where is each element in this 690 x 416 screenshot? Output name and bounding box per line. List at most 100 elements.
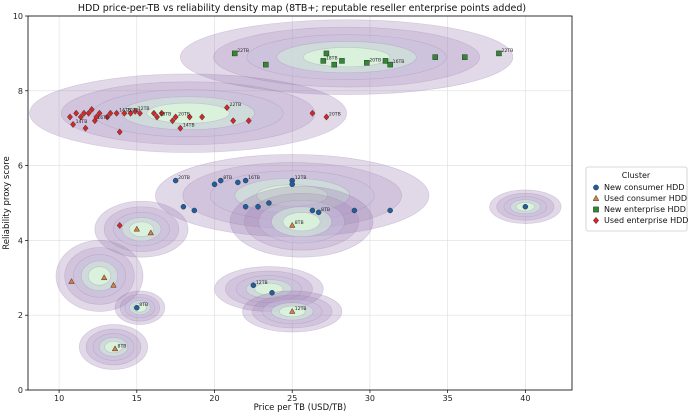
point-used-enterprise-hdd-22 xyxy=(169,117,176,125)
point-used-enterprise-hdd-28 xyxy=(230,117,237,125)
point-new-consumer-hdd-9 xyxy=(266,200,272,206)
point-new-consumer-hdd-6 xyxy=(242,177,249,184)
point-used-enterprise-hdd-31 xyxy=(323,113,330,121)
point-label-new-enterprise-hdd-2: 18TB xyxy=(326,55,338,61)
point-used-enterprise-hdd-12 xyxy=(107,109,114,117)
point-new-consumer-hdd-7 xyxy=(242,203,249,210)
point-label-new-consumer-hdd-16: 12TB xyxy=(256,280,268,286)
point-label-new-enterprise-hdd-8: 16TB xyxy=(393,59,405,65)
point-used-consumer-hdd-2 xyxy=(110,281,117,288)
x-tick-label-5: 35 xyxy=(443,394,453,403)
point-used-enterprise-hdd-13 xyxy=(113,109,120,117)
y-tick-label-5: 10 xyxy=(13,12,23,21)
point-used-enterprise-hdd-21 xyxy=(158,109,165,117)
data-points xyxy=(67,50,529,352)
point-new-enterprise-hdd-8 xyxy=(387,61,393,68)
density-region-1 xyxy=(29,73,347,153)
point-label-used-consumer-hdd-7: 8TB xyxy=(295,220,304,226)
density-contour-8-4 xyxy=(104,340,123,354)
point-labels: 20TB 8TB 16TB 12TB 8TB 12TB 8TB 8TB 12TB 8TB 22TB 1… xyxy=(76,48,514,349)
point-used-consumer-hdd-7 xyxy=(289,221,296,228)
density-contour-0-4 xyxy=(303,47,391,68)
point-new-consumer-hdd-4 xyxy=(217,177,224,184)
legend-box xyxy=(585,166,688,232)
y-tick-label-2: 4 xyxy=(18,236,23,245)
legend-entry-3: Used enterprise HDD xyxy=(604,216,688,225)
density-region-9 xyxy=(214,266,324,312)
legend-marker-3 xyxy=(592,216,600,225)
point-new-consumer-hdd-19 xyxy=(522,203,529,210)
point-new-enterprise-hdd-3 xyxy=(323,50,330,57)
point-used-enterprise-hdd-20 xyxy=(154,113,160,121)
legend: Cluster New consumer HDD Used consumer HD… xyxy=(585,166,688,232)
point-used-enterprise-hdd-3 xyxy=(77,113,84,121)
point-new-consumer-hdd-14 xyxy=(351,207,358,214)
point-new-consumer-hdd-2 xyxy=(191,207,198,214)
density-region-5 xyxy=(55,240,144,312)
point-label-used-consumer-hdd-6: 12TB xyxy=(295,306,307,312)
point-new-enterprise-hdd-7 xyxy=(382,58,389,64)
point-new-consumer-hdd-15 xyxy=(387,207,393,214)
point-new-consumer-hdd-16 xyxy=(250,282,257,289)
point-label-new-enterprise-hdd-6: 20TB xyxy=(369,57,381,63)
point-used-enterprise-hdd-30 xyxy=(309,109,316,117)
point-new-enterprise-hdd-10 xyxy=(462,54,468,60)
y-tick-label-1: 2 xyxy=(18,311,23,320)
density-regions xyxy=(29,19,562,370)
legend-entry-2: New enterprise HDD xyxy=(604,205,686,214)
point-used-enterprise-hdd-25 xyxy=(186,113,193,121)
point-new-enterprise-hdd-11 xyxy=(496,50,502,57)
point-used-enterprise-hdd-16 xyxy=(127,109,134,117)
point-used-enterprise-hdd-18 xyxy=(136,109,143,117)
point-label-new-enterprise-hdd-0: 22TB xyxy=(237,48,249,54)
point-new-consumer-hdd-8 xyxy=(255,203,261,210)
point-new-enterprise-hdd-5 xyxy=(339,58,345,64)
point-used-enterprise-hdd-2 xyxy=(73,109,80,117)
legend-entry-0: New consumer HDD xyxy=(604,183,684,192)
point-label-new-consumer-hdd-13: 8TB xyxy=(321,207,330,213)
point-used-enterprise-hdd-26 xyxy=(199,113,206,121)
point-used-consumer-hdd-4 xyxy=(147,229,154,236)
y-tick-label-0: 0 xyxy=(18,386,23,395)
point-new-enterprise-hdd-1 xyxy=(263,61,269,68)
point-new-consumer-hdd-11 xyxy=(289,181,295,188)
point-new-enterprise-hdd-6 xyxy=(364,60,370,66)
x-tick-label-3: 25 xyxy=(287,394,297,403)
y-axis-label: Reliability proxy score xyxy=(2,156,12,249)
x-tick-label-1: 15 xyxy=(132,394,142,403)
density-region-6 xyxy=(94,200,189,258)
point-new-consumer-hdd-5 xyxy=(235,179,241,186)
point-label-new-consumer-hdd-10: 12TB xyxy=(295,175,307,181)
point-new-consumer-hdd-0 xyxy=(172,177,179,184)
point-used-enterprise-hdd-24 xyxy=(177,124,184,132)
point-used-enterprise-hdd-27 xyxy=(223,104,230,112)
point-label-used-enterprise-hdd-23: 20TB xyxy=(178,111,190,117)
point-label-new-consumer-hdd-6: 16TB xyxy=(248,175,260,181)
point-used-enterprise-hdd-23 xyxy=(172,113,179,121)
point-label-used-enterprise-hdd-13: 14TB xyxy=(119,108,131,114)
point-used-enterprise-hdd-32 xyxy=(116,221,123,229)
density-region-8 xyxy=(78,324,148,370)
point-label-used-enterprise-hdd-17: 12TB xyxy=(138,106,150,112)
point-new-consumer-hdd-18 xyxy=(134,304,140,311)
point-used-enterprise-hdd-1 xyxy=(70,120,77,128)
point-used-enterprise-hdd-10 xyxy=(96,109,103,117)
x-tick-label-0: 10 xyxy=(54,394,64,403)
point-used-enterprise-hdd-4 xyxy=(81,109,87,117)
plot-frame xyxy=(27,15,573,391)
point-used-consumer-hdd-0 xyxy=(68,278,75,284)
density-region-7 xyxy=(114,290,166,325)
point-used-enterprise-hdd-7 xyxy=(88,105,95,114)
point-used-enterprise-hdd-19 xyxy=(150,109,157,117)
point-label-used-enterprise-hdd-1: 14TB xyxy=(76,119,88,125)
point-used-consumer-hdd-5 xyxy=(111,345,119,352)
point-label-used-consumer-hdd-5: 8TB xyxy=(118,343,127,349)
point-label-used-enterprise-hdd-8: 16TB xyxy=(97,115,109,121)
point-used-enterprise-hdd-29 xyxy=(245,117,252,125)
point-new-consumer-hdd-17 xyxy=(269,290,275,296)
density-region-0 xyxy=(180,19,514,95)
point-label-new-consumer-hdd-0: 20TB xyxy=(178,175,190,181)
y-axis: 0 2 4 6 8 10 xyxy=(13,12,28,395)
point-new-consumer-hdd-13 xyxy=(315,209,322,216)
point-used-consumer-hdd-1 xyxy=(100,274,108,281)
